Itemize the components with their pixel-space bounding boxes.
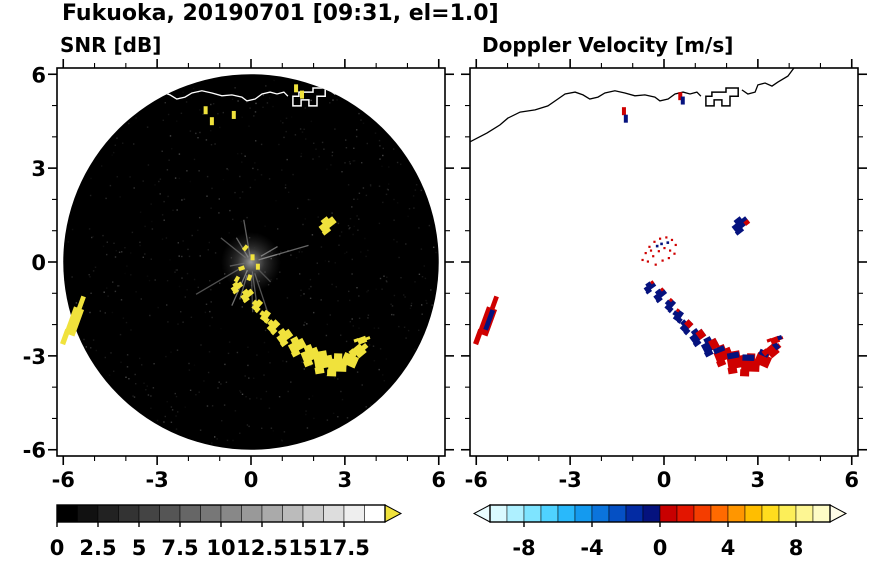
velocity-x-tick-label: 3 <box>751 468 766 492</box>
snr-panel-title: SNR [dB] <box>60 33 162 57</box>
snr-y-tick-label: 3 <box>31 157 46 181</box>
snr-x-tick-label: 6 <box>431 468 446 492</box>
velocity-plot-area <box>470 68 795 377</box>
snr-y-tick-label: 6 <box>31 63 46 87</box>
velocity-colorbar-tick-label: -4 <box>580 536 603 560</box>
snr-x-tick-label: 0 <box>244 468 259 492</box>
snr-y-tick-label: 0 <box>31 251 46 275</box>
snr-x-tick-label: -3 <box>145 468 168 492</box>
velocity-colorbar-tick-label: 8 <box>789 536 804 560</box>
velocity-colorbar-over-arrow <box>829 504 848 523</box>
velocity-axes: -6 -3 0 3 6 <box>461 59 867 492</box>
snr-colorbar-tick-label: 5 <box>132 536 147 560</box>
velocity-panel-title: Doppler Velocity [m/s] <box>482 33 734 57</box>
velocity-colorbar-tick-label: 0 <box>653 536 668 560</box>
snr-colorbar-tick-label: 0 <box>50 536 65 560</box>
figure-title: Fukuoka, 20190701 [09:31, el=1.0] <box>62 1 499 26</box>
velocity-x-tick-label: -6 <box>465 468 488 492</box>
velocity-colorbar-under-arrow <box>472 504 491 523</box>
snr-colorbar-tick-label: 15 <box>288 536 317 560</box>
snr-colorbar-tick-label: 2.5 <box>79 536 116 560</box>
velocity-x-tick-label: -3 <box>558 468 581 492</box>
snr-colorbar: 0 2.5 5 7.5 10 12.5 15 17.5 <box>50 504 403 560</box>
snr-colorbar-tick-label: 7.5 <box>161 536 198 560</box>
snr-colorbar-over-arrow <box>384 504 403 523</box>
snr-plot-area <box>60 74 439 450</box>
snr-echoes <box>60 84 371 377</box>
velocity-colorbar: -8 -4 0 4 8 <box>472 504 848 560</box>
snr-axes: -6 -3 0 3 6 6 3 0 -3 -6 <box>23 59 454 492</box>
velocity-colorbar-tick-label: -8 <box>512 536 535 560</box>
velocity-colorbar-tick-label: 4 <box>721 536 736 560</box>
snr-colorbar-tick-label: 10 <box>206 536 235 560</box>
snr-colorbar-tick-label: 17.5 <box>318 536 370 560</box>
velocity-x-tick-label: 6 <box>844 468 859 492</box>
velocity-x-tick-label: 0 <box>657 468 672 492</box>
snr-colorbar-tick-label: 12.5 <box>236 536 288 560</box>
snr-x-tick-label: 3 <box>338 468 353 492</box>
velocity-island-outline <box>705 87 739 107</box>
snr-x-tick-label: -6 <box>52 468 75 492</box>
snr-y-tick-label: -3 <box>23 345 46 369</box>
snr-y-tick-label: -6 <box>23 439 46 463</box>
